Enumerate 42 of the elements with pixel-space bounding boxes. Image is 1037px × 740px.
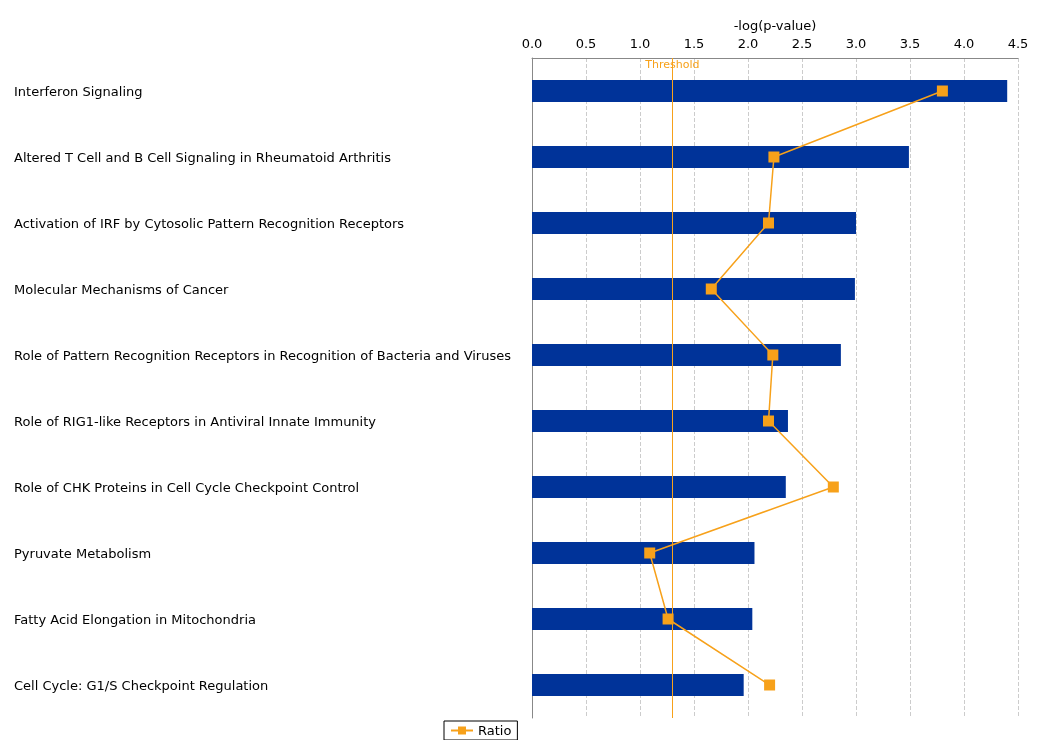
bar (532, 278, 855, 300)
point (827, 481, 839, 493)
y-tick-label: Role of CHK Proteins in Cell Cycle Checkpoint Control (14, 479, 360, 495)
y-tick-label: Altered T Cell and B Cell Signaling in Rheumatoid Arthritis (14, 149, 392, 165)
y-tick-label: Interferon Signaling (14, 83, 143, 99)
x-tick-label: 1.0 (629, 36, 651, 51)
x-axis-title: -log(p-value) (733, 18, 817, 34)
y-tick-label: Fatty Acid Elongation in Mitochondria (14, 611, 256, 627)
point (767, 349, 779, 361)
legend-label: Ratio (478, 723, 512, 738)
y-tick-label: Pyruvate Metabolism (14, 545, 152, 561)
x-tick-label: 0.0 (521, 36, 543, 51)
bar (532, 542, 755, 564)
bar (532, 608, 753, 630)
x-tick-label: 0.5 (575, 36, 597, 51)
y-tick-label: Role of Pattern Recognition Receptors in Recognition of Bacteria and Viruses (14, 347, 512, 363)
point (763, 217, 775, 229)
point (936, 85, 948, 97)
point (644, 547, 656, 559)
point (662, 613, 674, 625)
point (764, 679, 776, 691)
bar (532, 146, 909, 168)
y-tick-label: Role of RIG1-like Receptors in Antiviral Innate Immunity (14, 413, 377, 429)
x-tick-label: 2.0 (737, 36, 759, 51)
bar (532, 344, 841, 366)
bar (532, 410, 788, 432)
point (705, 283, 717, 295)
y-tick-label: Cell Cycle: G1/S Checkpoint Regulation (14, 677, 269, 693)
y-tick-label: Activation of IRF by Cytosolic Pattern Recognition Receptors (14, 215, 405, 231)
x-tick-label: 4.0 (953, 36, 975, 51)
x-tick-label: 3.5 (899, 36, 921, 51)
point (768, 151, 780, 163)
bar (532, 476, 786, 498)
bar (532, 212, 856, 234)
bar (532, 80, 1008, 102)
x-tick-label: 4.5 (1007, 36, 1029, 51)
x-tick-label: 2.5 (791, 36, 813, 51)
x-tick-label: 1.5 (683, 36, 705, 51)
x-tick-label: 3.0 (845, 36, 867, 51)
bar (532, 674, 744, 696)
y-tick-label: Molecular Mechanisms of Cancer (14, 281, 230, 297)
point (763, 415, 775, 427)
